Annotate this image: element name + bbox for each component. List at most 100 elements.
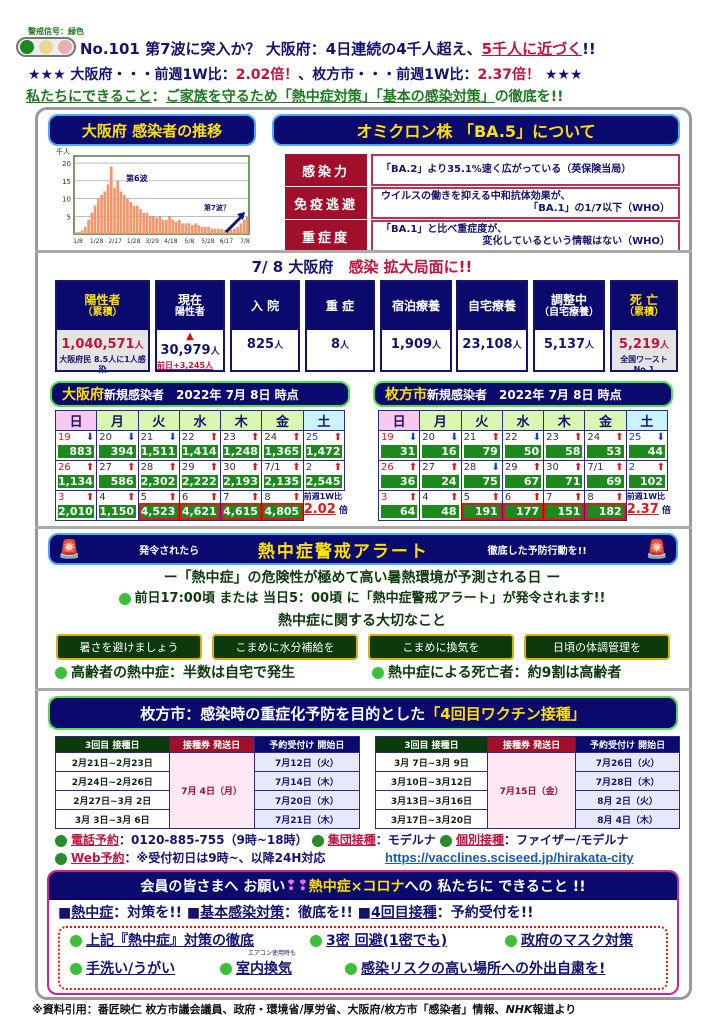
weekday-header: 金 xyxy=(584,410,627,431)
chart-bar xyxy=(126,198,129,234)
day-count: 4,615 xyxy=(221,503,262,520)
member-action-item: 感染リスクの高い場所への外出自粛を! xyxy=(345,960,605,978)
day-header: 6 ⬆ xyxy=(505,492,541,504)
weekday-header: 月 xyxy=(419,410,462,431)
third-dose-date: 3月17日~3月20日 xyxy=(375,809,488,829)
calendar-day: 7 ⬆ 151 xyxy=(543,490,586,521)
member-action-item: 政府のマスク対策 xyxy=(505,932,633,950)
day-date: 26 xyxy=(381,462,394,473)
third-dose-date: 3月13日~3月16日 xyxy=(375,790,488,810)
day-date: 3 xyxy=(58,492,65,503)
ratio-label: 前週1W比 xyxy=(303,492,343,502)
reservation-start-date: 7月14日（木） xyxy=(253,771,361,791)
day-count: 31 xyxy=(381,445,418,458)
third-dose-date: 2月21日~2月23日 xyxy=(55,752,170,772)
status-col-sublabel: 陽性者 xyxy=(175,307,205,319)
vaccine-url-link[interactable]: https://vacclines.sciseed.jp/hirakata-ci… xyxy=(385,850,634,865)
chart-bar xyxy=(194,223,197,234)
wave7-annotation: 第7波？ xyxy=(204,203,230,212)
day-date: 24 xyxy=(587,432,601,443)
day-date: 25 xyxy=(628,432,642,443)
status-title: 7/ 8 大阪府 感染 拡大局面に!! xyxy=(251,258,473,276)
calendar-week: 26 ⬆ 1,134 27 ⬆ 586 28 ⬆ 2,302 29 ⬆ 2,222 30 ⬆ 2,193 7/… xyxy=(54,460,346,491)
status-col: 死 亡（累積） 5,219人 全国ワースト No.1 xyxy=(610,280,678,374)
day-count: 2,010 xyxy=(58,505,95,518)
unit: 人 xyxy=(274,341,284,351)
arrow-down-icon: ⬇ xyxy=(127,432,136,443)
day-header: 2 ⬆ xyxy=(629,462,665,474)
arrow-up-icon: ⬆ xyxy=(574,462,583,473)
omicron-row-key: 重症度 xyxy=(285,220,367,252)
x-tick-label: 1/8 xyxy=(73,238,83,245)
arrow-up-icon: ⬆ xyxy=(656,462,665,473)
status-col-sublabel: （累積） xyxy=(624,307,664,319)
member-action-item: 上記『熱中症』対策の徹底 xyxy=(70,932,254,950)
calendar-day: 23 ⬆ 1,248 xyxy=(220,430,263,461)
omicron-text-2: 「BA.1」の1/7以下（WHO） xyxy=(528,203,670,214)
third-dose-date: 3月 3日~3月 6日 xyxy=(55,809,170,829)
calendar-week: 3 ⬆ 64 4 ⬆ 48 5 ⬆ 191 6 ⬆ 177 7 ⬆ 151 8 ⬆ 182 前週1W比 2.37 倍 xyxy=(377,490,671,521)
omicron-text-1: 「BA.1」と比べ重症度が、 xyxy=(381,224,508,235)
up-arrow-icon: ▲ xyxy=(186,331,194,342)
omicron-row: 重症度 「BA.1」と比べ重症度が、 変化しているという情報はない（WHO） xyxy=(285,220,680,252)
weekday-header: 水 xyxy=(178,410,222,431)
calendar-day: 5 ⬆ 4,523 xyxy=(137,490,180,521)
arrow-up-icon: ⬆ xyxy=(292,432,301,443)
calendar-day: 2 ⬆ 2,545 xyxy=(302,460,346,491)
calendar-day: 2 ⬆ 102 xyxy=(625,460,669,491)
day-date: 20 xyxy=(422,432,436,443)
heat-line3: 熱中症に関する大切なこと xyxy=(278,613,446,629)
chart-bar xyxy=(181,223,184,234)
y-tick-label: 15 xyxy=(62,178,71,186)
calendar-day: 7/1 ⬆ 69 xyxy=(584,460,627,491)
omicron-row-key: 免疫逃避 xyxy=(285,187,367,219)
calendar-day: 21 ⬆ 79 xyxy=(460,430,503,461)
chart-bar xyxy=(165,219,168,234)
x-tick-label: 4/18 xyxy=(164,238,178,245)
day-header: 20 ⬇ xyxy=(99,432,135,444)
unit: 人 xyxy=(585,341,595,351)
status-col-label: 宿泊療養 xyxy=(391,298,440,313)
calendar-day: 前週1W比 2.02 倍 xyxy=(303,490,348,521)
status-col-header: 死 亡（累積） xyxy=(612,282,676,330)
heat-alert-banner: 🚨 発令されたら 熱中症警戒アラート 徹底した予防行動を!! 🚨 xyxy=(48,533,678,565)
day-count: 102 xyxy=(628,475,665,488)
day-header: 25 ⬆ xyxy=(306,432,342,444)
ticket-send-date: 7月 4日（月） xyxy=(168,752,255,829)
heat-alert-title: 熱中症警戒アラート xyxy=(257,541,429,562)
vaccine-row: 2月24日~2月26日 7月14日（木） xyxy=(55,771,361,791)
calendar-day: 24 ⬆ 1,365 xyxy=(261,430,304,461)
chart-bar xyxy=(152,216,155,234)
calendar-day: 27 ⬆ 24 xyxy=(419,460,462,491)
status-col-header: 陽性者 （累積） xyxy=(57,282,148,330)
chart-bar xyxy=(106,184,110,234)
weekday-header: 火 xyxy=(460,410,503,431)
day-header: 5 ⬆ xyxy=(141,492,177,504)
status-col: 宿泊療養 1,909人 xyxy=(380,280,452,372)
members-action-list xyxy=(58,926,668,990)
day-count: 58 xyxy=(546,445,583,458)
chart-bar xyxy=(139,209,142,234)
arrow-up-icon: ⬆ xyxy=(251,432,260,443)
day-header: 20 ⬇ xyxy=(422,432,458,444)
x-tick-label: 5/28 xyxy=(201,238,215,245)
day-count: 151 xyxy=(544,503,585,520)
day-date: 30 xyxy=(223,462,236,473)
unit: 人 xyxy=(340,341,350,351)
day-count: 1,248 xyxy=(223,445,260,458)
day-header: 28 ⬆ xyxy=(141,462,177,474)
heat-fact-2: 熱中症による死亡者：約9割は高齢者 xyxy=(372,664,621,682)
status-col-note: 全国ワースト No.1 xyxy=(620,355,668,374)
day-header: 7/1 ⬆ xyxy=(587,462,623,474)
day-date: 21 xyxy=(463,432,477,443)
chart-bar xyxy=(203,226,207,234)
arrow-down-icon: ⬇ xyxy=(408,432,418,443)
members-title: 会員の皆さまへ お願い ❢❢ 熱中症×コロナ への 私たちに できること !! xyxy=(49,872,677,900)
chart-bar xyxy=(168,216,171,234)
day-date: 19 xyxy=(58,432,71,443)
chart-bar xyxy=(109,166,113,234)
weekday-header: 木 xyxy=(220,410,263,431)
chart-bar xyxy=(103,191,107,234)
arrow-up-icon: ⬆ xyxy=(209,432,219,443)
day-count: 75 xyxy=(463,475,500,488)
